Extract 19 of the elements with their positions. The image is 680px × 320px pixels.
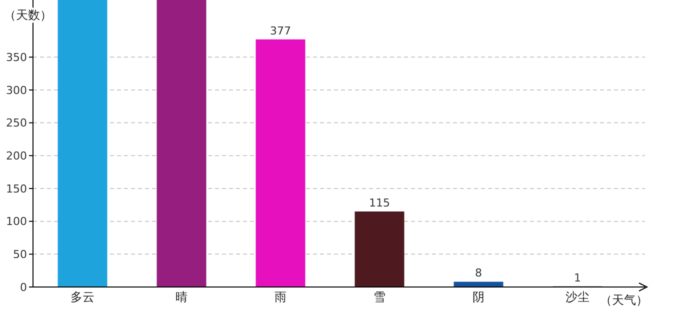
data-label: 8 <box>475 266 482 280</box>
y-tick-label: 150 <box>6 182 27 196</box>
y-tick-label: 300 <box>6 84 27 97</box>
x-tick-label: 沙尘 <box>566 290 590 304</box>
y-tick-label: 200 <box>6 150 27 162</box>
x-tick-label: 晴 <box>176 290 188 304</box>
y-tick-label: 250 <box>6 116 27 130</box>
y-tick-label: 50 <box>13 248 27 262</box>
x-tick-label: 多云 <box>70 290 94 304</box>
data-label: 115 <box>369 196 390 210</box>
data-label: 377 <box>270 24 291 38</box>
y-tick-label: 350 <box>6 50 27 64</box>
y-tick-label: 100 <box>6 215 27 228</box>
x-tick-label: 雪 <box>374 290 386 304</box>
x-tick-label: 雨 <box>274 290 286 304</box>
y-tick-label: 0 <box>20 280 27 294</box>
x-axis-title: （天气） <box>600 293 648 307</box>
data-label: 1 <box>574 271 581 284</box>
x-tick-label: 阴 <box>472 290 484 304</box>
